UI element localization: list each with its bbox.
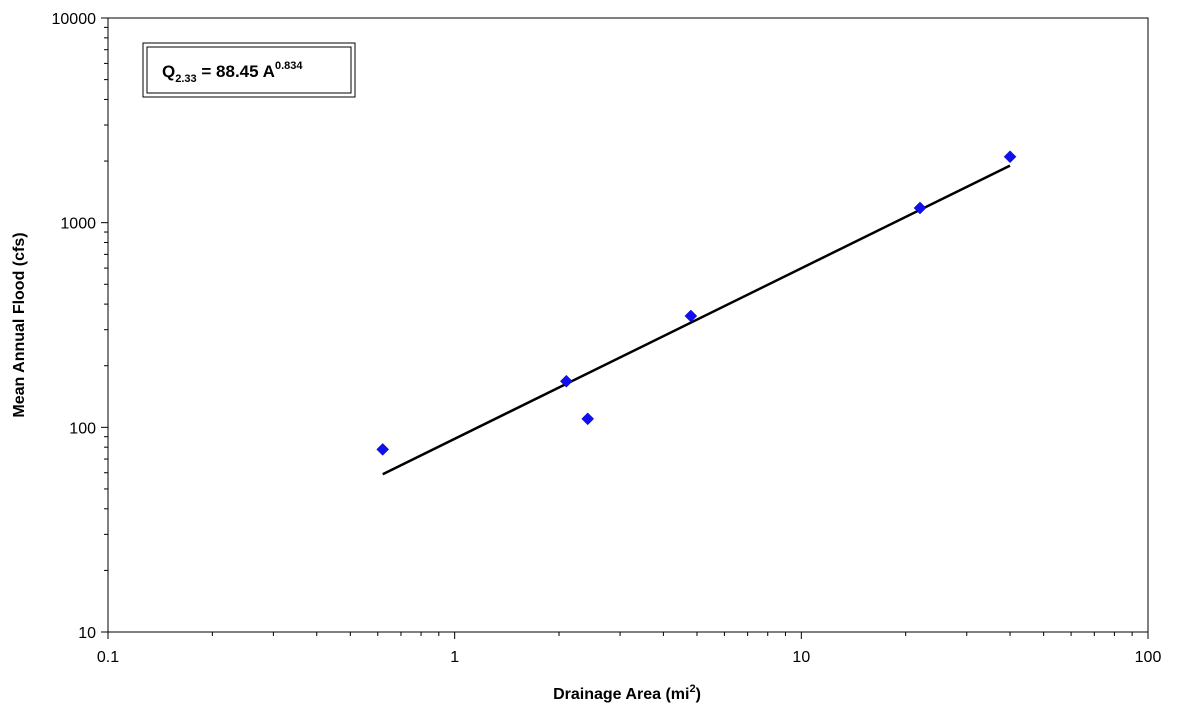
y-tick-label: 10000: [52, 11, 97, 28]
y-axis-title: Mean Annual Flood (cfs): [11, 232, 28, 417]
data-point: [581, 412, 595, 426]
x-tick-label: 100: [1135, 649, 1162, 666]
data-point: [913, 201, 927, 215]
data-point: [560, 374, 573, 388]
x-tick-label: 10: [792, 649, 810, 666]
equation-text: Q2.33 = 88.45 A0.834: [162, 60, 303, 85]
x-axis-title: Drainage Area (mi2): [553, 683, 701, 703]
x-tick-label: 1: [450, 649, 459, 666]
y-tick-label: 10: [78, 625, 96, 642]
y-tick-label: 100: [69, 420, 96, 437]
data-point: [376, 443, 390, 456]
trend-line: [382, 164, 1011, 476]
x-tick-label: 0.1: [97, 649, 119, 666]
data-point: [1003, 150, 1017, 164]
data-point: [684, 309, 698, 323]
y-tick-label: 1000: [60, 216, 96, 233]
plot-frame: [107, 17, 1149, 633]
plot-area: 10 100 1000 10000 0.1 1 10 100: [52, 11, 1162, 666]
equation-box: Q2.33 = 88.45 A0.834: [142, 42, 356, 98]
